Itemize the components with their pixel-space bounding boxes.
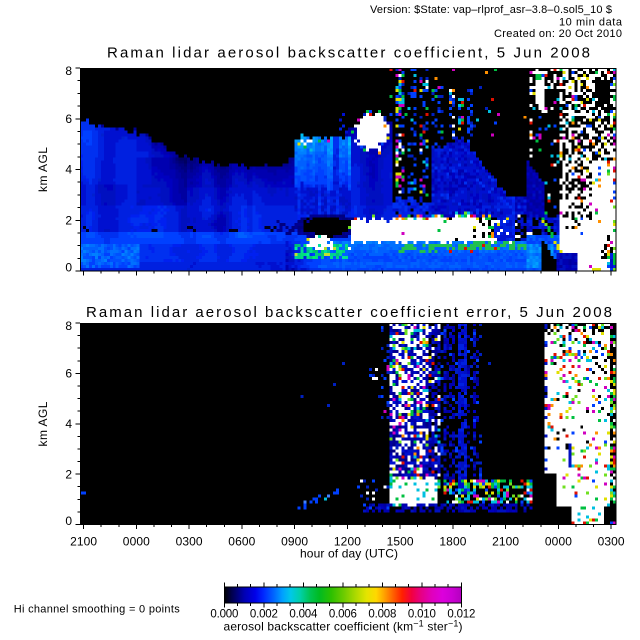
svg-text:0600: 0600 xyxy=(228,535,255,549)
svg-text:0: 0 xyxy=(65,514,72,528)
svg-text:Hi channel smoothing = 0 point: Hi channel smoothing = 0 points xyxy=(14,604,181,616)
svg-text:Raman lidar aerosol backscatte: Raman lidar aerosol backscatter coeffici… xyxy=(86,304,612,321)
svg-text:0.002: 0.002 xyxy=(250,609,278,621)
svg-text:4: 4 xyxy=(65,163,72,177)
svg-text:6: 6 xyxy=(65,112,72,126)
svg-text:km AGL: km AGL xyxy=(36,401,50,446)
svg-text:0.008: 0.008 xyxy=(368,609,396,621)
svg-text:0.012: 0.012 xyxy=(447,609,475,621)
svg-text:hour of day (UTC): hour of day (UTC) xyxy=(300,547,398,561)
svg-text:2100: 2100 xyxy=(492,535,519,549)
svg-text:Created on: 20 Oct 2010: Created on: 20 Oct 2010 xyxy=(494,28,622,40)
svg-text:km AGL: km AGL xyxy=(36,147,50,192)
svg-text:0.010: 0.010 xyxy=(408,609,436,621)
svg-text:8: 8 xyxy=(65,64,72,78)
svg-text:aerosol backscatter coefficien: aerosol backscatter coefficient (km−1 st… xyxy=(224,619,463,634)
svg-text:1500: 1500 xyxy=(387,535,414,549)
svg-text:10 min data: 10 min data xyxy=(559,17,623,29)
svg-text:2: 2 xyxy=(65,467,72,481)
svg-text:4: 4 xyxy=(65,417,72,431)
svg-text:Version: $State: vap–rlprof_as: Version: $State: vap–rlprof_asr–3.8–0.so… xyxy=(370,4,612,16)
svg-text:0000: 0000 xyxy=(545,535,572,549)
svg-text:0300: 0300 xyxy=(176,535,203,549)
svg-text:0: 0 xyxy=(65,261,72,275)
svg-text:0900: 0900 xyxy=(281,535,308,549)
svg-text:1200: 1200 xyxy=(334,535,361,549)
svg-text:8: 8 xyxy=(65,319,72,333)
svg-text:2100: 2100 xyxy=(70,535,97,549)
svg-text:Raman lidar aerosol backscatte: Raman lidar aerosol backscatter coeffici… xyxy=(107,45,590,62)
svg-text:1800: 1800 xyxy=(439,535,466,549)
svg-text:0.004: 0.004 xyxy=(289,609,318,621)
svg-text:0.000: 0.000 xyxy=(210,609,238,621)
svg-text:0000: 0000 xyxy=(123,535,150,549)
svg-text:0300: 0300 xyxy=(598,535,625,549)
svg-text:2: 2 xyxy=(65,213,72,227)
svg-text:6: 6 xyxy=(65,367,72,381)
svg-text:0.006: 0.006 xyxy=(329,609,357,621)
